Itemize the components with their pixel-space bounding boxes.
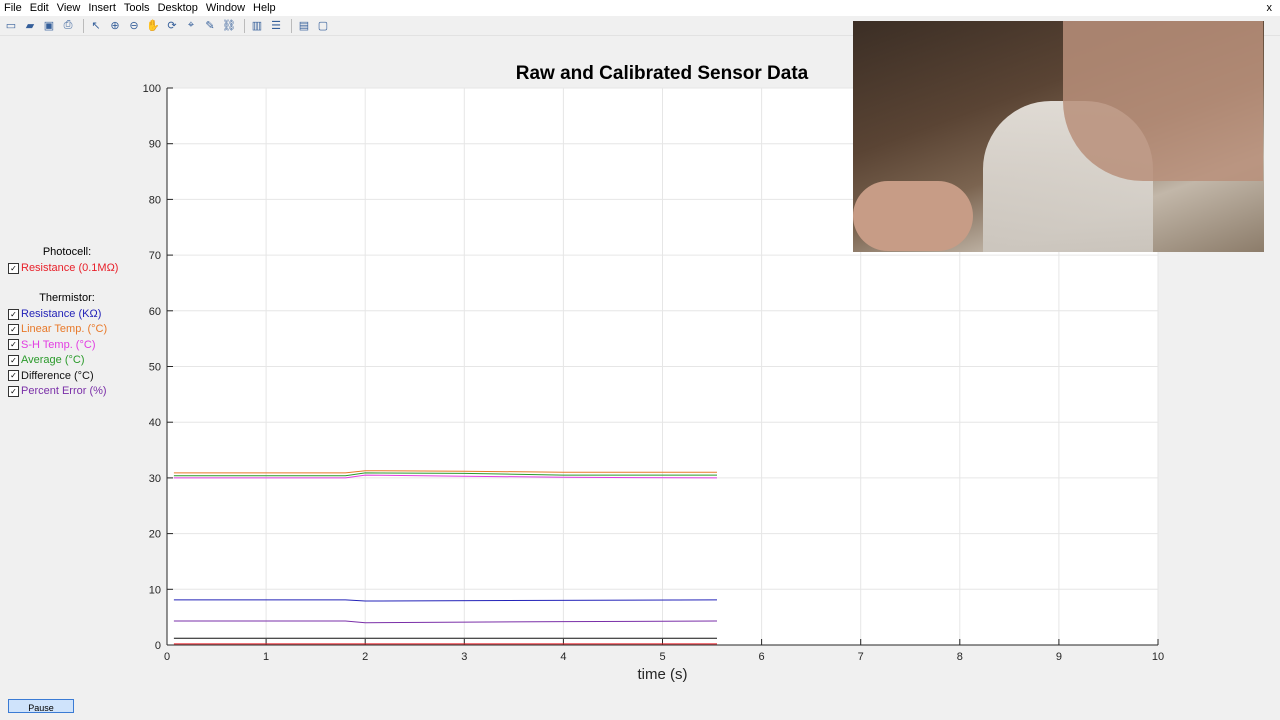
series-line xyxy=(173,620,718,624)
y-tick-label: 20 xyxy=(149,529,161,541)
pause-button[interactable]: Pause xyxy=(8,699,74,713)
series-line xyxy=(173,599,718,602)
toolbar-separator xyxy=(83,18,84,33)
print-icon[interactable]: ⎙ xyxy=(63,19,73,31)
new-file-icon[interactable]: ▭ xyxy=(5,20,17,32)
x-tick-label: 7 xyxy=(858,651,864,663)
menu-file[interactable]: File xyxy=(4,2,22,14)
legend-item[interactable]: ✓ Difference (°C) xyxy=(8,369,94,383)
x-tick-label: 6 xyxy=(759,651,765,663)
y-tick-label: 80 xyxy=(149,194,161,206)
toolbar-separator xyxy=(291,18,292,33)
checkbox[interactable]: ✓ xyxy=(8,385,19,397)
legend-item-label: Percent Error (%) xyxy=(21,385,107,397)
checkbox[interactable]: ✓ xyxy=(8,354,19,366)
pan-icon[interactable]: ✋ xyxy=(146,20,160,32)
hand-shape xyxy=(853,181,973,251)
series-line xyxy=(173,470,717,474)
hide-plot-tools-icon[interactable]: ▤ xyxy=(298,20,310,32)
y-tick-label: 70 xyxy=(149,250,161,262)
legend-heading-photocell: Photocell: xyxy=(42,246,92,258)
chart-title: Raw and Calibrated Sensor Data xyxy=(515,63,809,84)
x-tick-label: 5 xyxy=(659,651,665,663)
x-tick-label: 9 xyxy=(1056,651,1062,663)
legend-item[interactable]: ✓ S-H Temp. (°C) xyxy=(8,338,95,352)
y-tick-label: 10 xyxy=(149,584,161,596)
x-tick-label: 8 xyxy=(957,651,963,663)
menu-view[interactable]: View xyxy=(56,2,81,14)
pointer-icon[interactable]: ↖ xyxy=(91,20,101,32)
legend-item-label: Average (°C) xyxy=(21,354,85,367)
brush-icon[interactable]: ✎ xyxy=(205,20,215,32)
series-line xyxy=(173,472,717,477)
x-tick-label: 2 xyxy=(362,651,368,663)
legend-item[interactable]: ✓ Percent Error (%) xyxy=(8,384,107,398)
x-axis-label: time (s) xyxy=(638,666,688,683)
legend-item-label: S-H Temp. (°C) xyxy=(21,338,96,351)
legend-heading-thermistor: Thermistor: xyxy=(39,292,95,304)
x-tick-label: 3 xyxy=(461,651,467,663)
y-tick-label: 30 xyxy=(149,473,161,485)
menu-insert[interactable]: Insert xyxy=(88,2,116,14)
data-cursor-icon[interactable]: ⌖ xyxy=(187,19,195,31)
checkbox[interactable]: ✓ xyxy=(8,262,19,274)
legend-item-label: Resistance (KΩ) xyxy=(21,308,102,320)
close-icon[interactable]: x xyxy=(1266,2,1273,14)
menu-desktop[interactable]: Desktop xyxy=(157,2,198,14)
checkbox[interactable]: ✓ xyxy=(8,370,19,382)
y-tick-label: 40 xyxy=(149,417,161,429)
y-tick-label: 60 xyxy=(149,306,161,318)
legend-item-label: Difference (°C) xyxy=(21,369,94,382)
y-tick-label: 90 xyxy=(149,139,161,151)
legend-item[interactable]: ✓ Resistance (KΩ) xyxy=(8,307,101,321)
legend-item[interactable]: ✓ Resistance (0.1MΩ) xyxy=(8,261,118,275)
zoom-out-icon[interactable]: ⊖ xyxy=(129,20,139,32)
link-icon[interactable]: ⛓ xyxy=(222,20,236,32)
rotate-icon[interactable]: ⟳ xyxy=(167,20,177,32)
x-tick-label: 10 xyxy=(1152,651,1164,663)
save-icon[interactable]: ▣ xyxy=(43,20,55,32)
y-tick-label: 0 xyxy=(155,640,161,652)
menu-bar: File Edit View Insert Tools Desktop Window Help… xyxy=(0,0,1280,16)
y-tick-label: 100 xyxy=(143,83,161,95)
checkbox[interactable]: ✓ xyxy=(8,308,19,320)
y-tick-label: 50 xyxy=(149,362,161,374)
toolbar-separator xyxy=(244,18,245,33)
menu-edit[interactable]: Edit xyxy=(29,2,49,14)
menu-help[interactable]: Help xyxy=(253,2,276,14)
zoom-in-icon[interactable]: ⊕ xyxy=(110,20,120,32)
x-tick-label: 4 xyxy=(560,651,566,663)
open-folder-icon[interactable]: ▰ xyxy=(25,20,35,32)
legend-item[interactable]: ✓ Linear Temp. (°C) xyxy=(8,322,107,336)
menu-tools[interactable]: Tools xyxy=(123,2,150,14)
show-plot-tools-icon[interactable]: ▢ xyxy=(317,20,329,32)
series-line xyxy=(173,474,718,479)
x-tick-label: 0 xyxy=(164,651,170,663)
checkbox[interactable]: ✓ xyxy=(8,339,19,351)
legend-item-label: Linear Temp. (°C) xyxy=(21,323,108,336)
legend-item[interactable]: ✓ Average (°C) xyxy=(8,353,85,367)
legend-item-label: Resistance (0.1MΩ) xyxy=(21,262,119,274)
menu-window[interactable]: Window xyxy=(205,2,246,14)
x-tick-label: 1 xyxy=(263,651,269,663)
colorbar-icon[interactable]: ▥ xyxy=(251,20,263,32)
video-feed-image xyxy=(853,21,1264,252)
checkbox[interactable]: ✓ xyxy=(8,323,19,335)
legend-icon[interactable]: ☰ xyxy=(271,20,281,32)
arm-shape xyxy=(1063,21,1263,181)
